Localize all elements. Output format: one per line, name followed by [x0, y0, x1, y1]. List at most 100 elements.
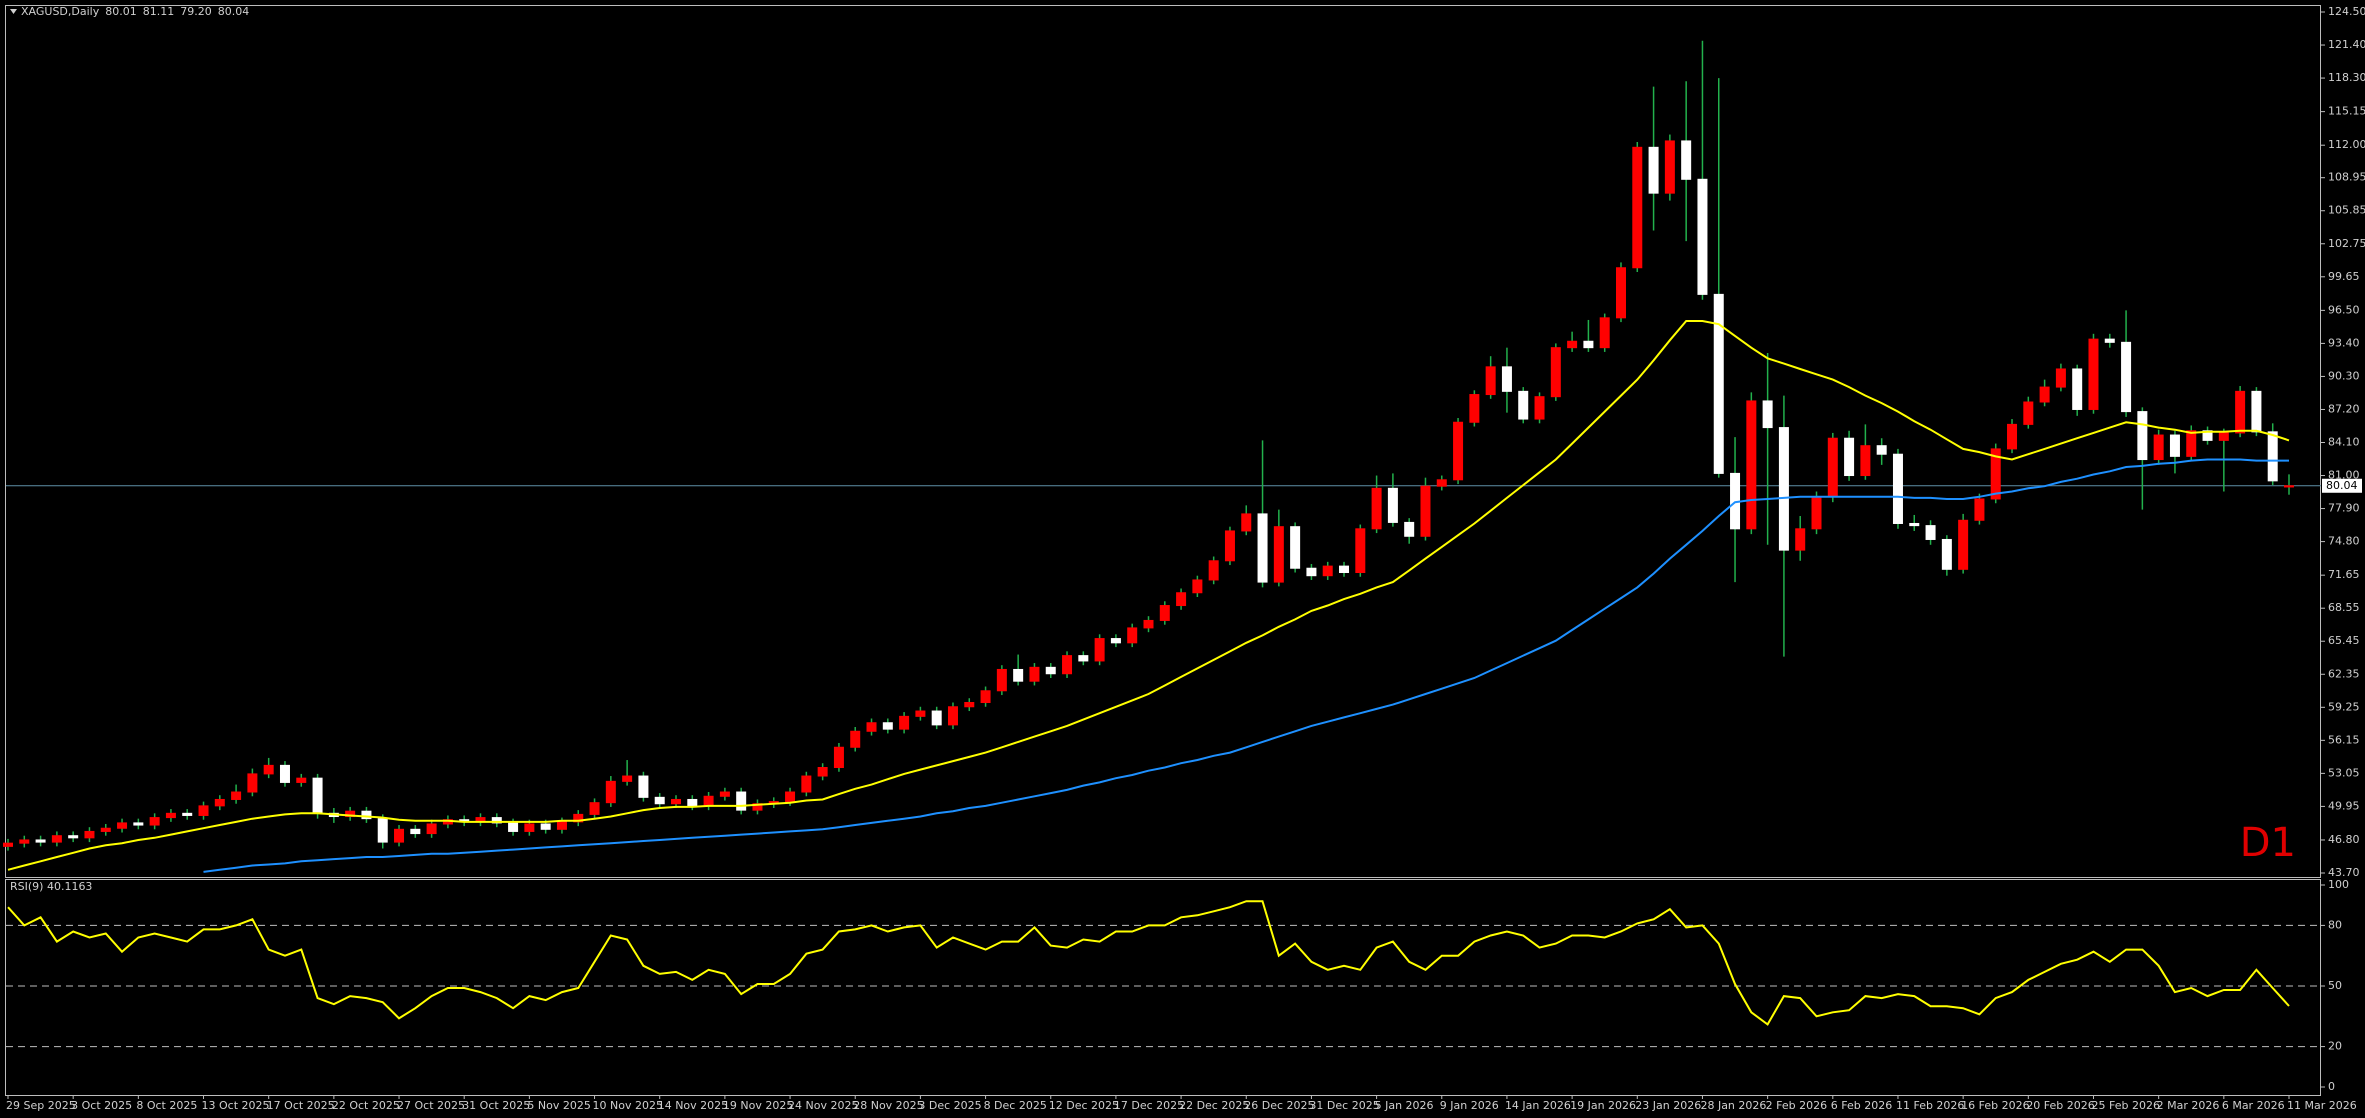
y-tick-label: 74.80 [2328, 535, 2360, 548]
candle-body [1469, 394, 1480, 423]
candle-body [1143, 619, 1154, 629]
x-tick-label: 8 Dec 2025 [984, 1099, 1047, 1112]
candle-body [165, 812, 176, 819]
candle-body [899, 715, 910, 730]
y-tick-label: 100 [2328, 878, 2349, 891]
ohlc-open: 80.01 [105, 5, 137, 18]
y-tick-label: 62.35 [2328, 667, 2360, 680]
candle-body [1355, 528, 1366, 574]
candle-body [1876, 445, 1887, 455]
candle-body [1941, 538, 1952, 570]
ohlc-low: 79.20 [180, 5, 212, 18]
x-tick-label: 19 Nov 2025 [723, 1099, 793, 1112]
candle-body [1501, 366, 1512, 392]
x-tick-label: 17 Oct 2025 [267, 1099, 335, 1112]
candle-body [1664, 140, 1675, 194]
y-tick-label: 80 [2328, 918, 2342, 931]
candle-body [1567, 340, 1578, 349]
y-tick-label: 71.65 [2328, 568, 2360, 581]
candle-body [736, 791, 747, 811]
candle-body [605, 780, 616, 804]
candle-body [687, 798, 698, 807]
x-tick-label: 14 Jan 2026 [1505, 1099, 1571, 1112]
x-tick-label: 20 Feb 2026 [2026, 1099, 2094, 1112]
candle-body [149, 817, 160, 826]
candle-body [833, 746, 844, 769]
candle-body [1713, 293, 1724, 474]
x-tick-label: 5 Jan 2026 [1375, 1099, 1434, 1112]
y-tick-label: 112.00 [2328, 138, 2365, 151]
x-tick-label: 11 Feb 2026 [1896, 1099, 1964, 1112]
candle-body [2137, 411, 2148, 461]
candle-body [850, 730, 861, 748]
candle-body [1599, 317, 1610, 349]
candle-body [1811, 496, 1822, 530]
candle-body [1029, 666, 1040, 682]
symbol: XAGUSD,Daily [21, 5, 100, 18]
candle-body [1078, 655, 1089, 662]
y-tick-label: 84.10 [2328, 436, 2360, 449]
candle-body [1860, 445, 1871, 477]
candle-body [1583, 340, 1594, 349]
x-tick-label: 5 Nov 2025 [527, 1099, 590, 1112]
candle-body [19, 839, 30, 844]
x-tick-label: 6 Feb 2026 [1831, 1099, 1892, 1112]
candle-body [947, 706, 958, 726]
y-tick-label: 90.30 [2328, 369, 2360, 382]
candle-body [2284, 485, 2294, 488]
candle-body [279, 764, 290, 783]
candle-body [3, 842, 13, 847]
candle-body [1045, 666, 1056, 675]
candle-body [296, 777, 307, 783]
x-tick-label: 9 Jan 2026 [1440, 1099, 1499, 1112]
y-tick-label: 87.20 [2328, 402, 2360, 415]
x-tick-label: 19 Jan 2026 [1570, 1099, 1636, 1112]
candle-body [817, 767, 828, 777]
rsi-line [7, 900, 2290, 1026]
y-tick-label: 65.45 [2328, 634, 2360, 647]
candle-body [1176, 592, 1187, 607]
candle-body [117, 822, 128, 829]
candle-body [1241, 513, 1252, 532]
candle-body [1224, 530, 1235, 562]
y-tick-label: 121.40 [2328, 38, 2365, 51]
y-tick-label: 99.65 [2328, 270, 2360, 283]
x-tick-label: 28 Jan 2026 [1700, 1099, 1766, 1112]
candle-body [1762, 400, 1773, 429]
x-tick-label: 24 Nov 2025 [788, 1099, 858, 1112]
candle-body [508, 822, 519, 832]
candle-body [654, 796, 665, 805]
candle-body [1094, 638, 1105, 662]
y-tick-label: 102.75 [2328, 237, 2365, 250]
candle-body [35, 839, 46, 843]
candle-body [671, 798, 682, 805]
ohlc-close: 80.04 [218, 5, 250, 18]
x-tick-label: 12 Dec 2025 [1049, 1099, 1119, 1112]
candle-body [1371, 487, 1382, 530]
candle-body [1339, 565, 1350, 574]
candle-body [1795, 528, 1806, 551]
candle-body [1615, 267, 1626, 319]
collapse-icon [10, 9, 17, 14]
x-tick-label: 13 Oct 2025 [202, 1099, 270, 1112]
candle-body [1778, 427, 1789, 551]
candle-body [2023, 401, 2034, 425]
candle-body [1909, 522, 1920, 527]
candle-body [1892, 453, 1903, 524]
candle-body [1387, 487, 1398, 523]
candle-body [1404, 521, 1415, 537]
candle-body [1420, 485, 1431, 537]
candle-body [1322, 565, 1333, 577]
candle-body [1013, 668, 1024, 682]
candle-body [198, 805, 209, 816]
y-tick-label: 53.05 [2328, 766, 2360, 779]
candle-body [410, 828, 421, 835]
y-tick-label: 68.55 [2328, 601, 2360, 614]
candle-body [556, 821, 567, 830]
candle-body [996, 668, 1007, 692]
candle-body [1159, 605, 1170, 621]
candle-body [1697, 178, 1708, 295]
